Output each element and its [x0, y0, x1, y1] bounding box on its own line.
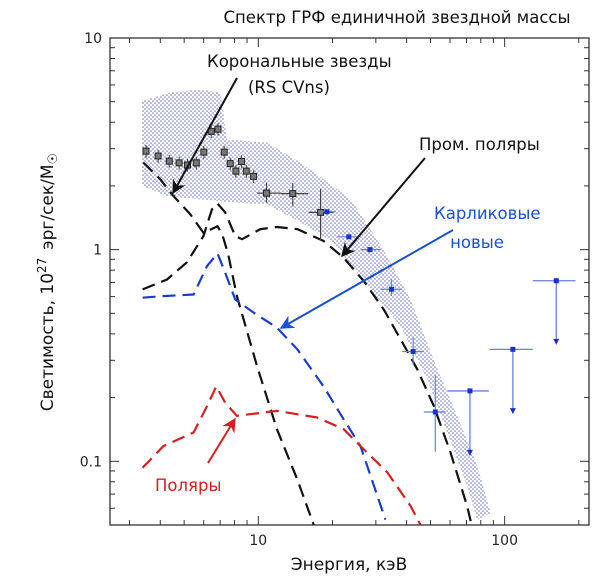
dwarf-novae-sublabel: новые	[450, 233, 504, 252]
upper-limit-marker	[467, 388, 473, 394]
y-tick-label: 0.1	[80, 454, 102, 470]
gray-point-marker	[142, 147, 150, 155]
gray-point-marker	[289, 190, 297, 198]
chart-title: Спектр ГРФ единичной звездной массы	[223, 8, 570, 27]
blue-point-marker	[346, 234, 352, 240]
gray-point-marker	[226, 160, 234, 168]
gray-point-marker	[214, 125, 222, 133]
y-axis-title-exponent: 27	[35, 258, 49, 273]
x-axis-title: Энергия, кэВ	[291, 555, 408, 575]
plot-frame	[109, 37, 590, 526]
blue-data-point	[318, 209, 336, 215]
series-intermediate-polars	[142, 201, 473, 526]
gray-data-point	[257, 183, 281, 203]
gray-data-point	[214, 122, 222, 136]
y-tick-label: 10	[84, 31, 102, 47]
gray-point-marker	[154, 152, 162, 160]
upper-limit-marker	[510, 346, 516, 352]
coronal-label: Корональные звезды	[207, 52, 392, 71]
series-dwarf-novae	[142, 251, 387, 520]
upper-limit	[447, 388, 489, 456]
points-layer	[142, 122, 576, 456]
gray-point-marker	[263, 189, 271, 197]
blue-point-marker	[388, 286, 394, 292]
gray-point-marker	[232, 167, 240, 175]
arrow-down-icon	[553, 338, 560, 345]
coronal-sublabel: (RS CVns)	[248, 78, 330, 97]
gray-point-marker	[200, 148, 208, 156]
gray-point-marker	[250, 172, 258, 180]
blue-data-point	[423, 374, 446, 452]
uncertainty-band-layer	[141, 89, 491, 520]
series-coronal	[142, 161, 315, 526]
polars-arrow	[207, 417, 236, 464]
blue-data-point	[337, 234, 359, 240]
gray-data-point	[242, 164, 250, 178]
series-layer	[141, 161, 473, 526]
y-tick-label: 1	[93, 243, 102, 259]
gray-point-marker	[242, 167, 250, 175]
gray-data-point	[220, 145, 228, 159]
blue-point-marker	[324, 209, 330, 215]
gray-data-point	[250, 170, 258, 184]
coronal-arrow	[172, 77, 238, 195]
dwarf-novae-label: Карликовые	[434, 204, 541, 223]
intermediate-polars-arrow	[341, 157, 426, 258]
gray-data-point	[154, 149, 162, 163]
uncertainty-band	[141, 89, 491, 520]
gray-data-point	[142, 144, 150, 158]
arrow-down-icon	[509, 408, 516, 415]
gray-data-point	[238, 155, 246, 169]
polars-label: Поляры	[155, 476, 221, 495]
gray-point-marker	[175, 159, 183, 167]
blue-data-point	[402, 337, 424, 365]
dwarf-novae-arrow	[279, 229, 454, 329]
intermediate-polars-label: Пром. поляры	[419, 135, 540, 154]
gray-point-marker	[220, 148, 228, 156]
upper-limit	[532, 278, 576, 345]
gray-data-point	[280, 183, 308, 207]
upper-limit	[489, 346, 533, 415]
gray-point-marker	[238, 157, 246, 165]
blue-data-point	[380, 279, 403, 296]
series-polars	[141, 383, 422, 526]
gray-data-point	[165, 154, 173, 168]
gray-point-marker	[165, 157, 173, 165]
blue-point-marker	[367, 247, 373, 253]
upper-limit-marker	[553, 278, 559, 284]
gray-point-marker	[192, 159, 200, 167]
gray-data-point	[175, 156, 183, 170]
y-axis-title-sun: ☉	[46, 153, 61, 165]
blue-data-point	[360, 247, 381, 253]
y-axis-title-main: Светимость, 10	[38, 273, 58, 411]
axis-ticks: 10 100 10 1 0.1	[80, 31, 589, 549]
gray-data-point	[192, 156, 200, 170]
blue-point-marker	[432, 409, 438, 415]
gray-point-marker	[317, 208, 325, 216]
y-axis-title: Светимость, 1027 эрг/сек/M☉	[35, 153, 61, 411]
y-axis-title-unit: эрг/сек/M	[38, 164, 58, 249]
gray-data-point	[226, 157, 234, 171]
x-tick-label: 100	[491, 533, 518, 549]
blue-point-marker	[410, 349, 416, 355]
x-tick-label: 10	[249, 533, 267, 549]
gray-data-point	[232, 164, 240, 178]
arrow-down-icon	[466, 449, 473, 456]
gray-data-point	[200, 145, 208, 159]
